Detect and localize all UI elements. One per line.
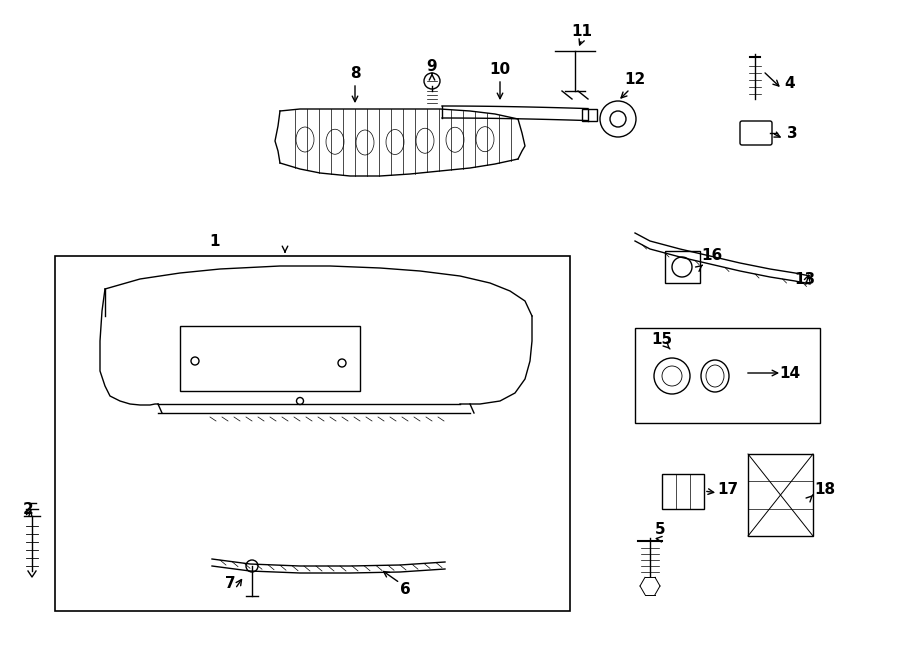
Text: 16: 16 xyxy=(701,247,723,262)
Bar xyxy=(635,328,820,423)
Text: 7: 7 xyxy=(225,576,235,590)
Text: 6: 6 xyxy=(400,582,410,596)
Bar xyxy=(582,108,597,120)
Text: 14: 14 xyxy=(779,366,801,381)
Text: 17: 17 xyxy=(717,481,739,496)
Text: 2: 2 xyxy=(22,502,33,516)
Text: 8: 8 xyxy=(350,65,360,81)
Bar xyxy=(55,256,570,611)
Text: 11: 11 xyxy=(572,24,592,38)
Bar xyxy=(665,251,700,283)
Bar xyxy=(662,474,704,509)
Text: 4: 4 xyxy=(785,75,796,91)
Bar xyxy=(748,454,813,536)
Text: 10: 10 xyxy=(490,61,510,77)
Text: 15: 15 xyxy=(652,332,672,346)
Text: 1: 1 xyxy=(210,233,220,249)
Bar xyxy=(180,326,360,391)
Text: 3: 3 xyxy=(787,126,797,141)
Text: 18: 18 xyxy=(814,481,835,496)
Text: 5: 5 xyxy=(654,522,665,537)
Text: 12: 12 xyxy=(625,71,645,87)
Text: 9: 9 xyxy=(427,59,437,73)
Text: 13: 13 xyxy=(795,272,815,286)
